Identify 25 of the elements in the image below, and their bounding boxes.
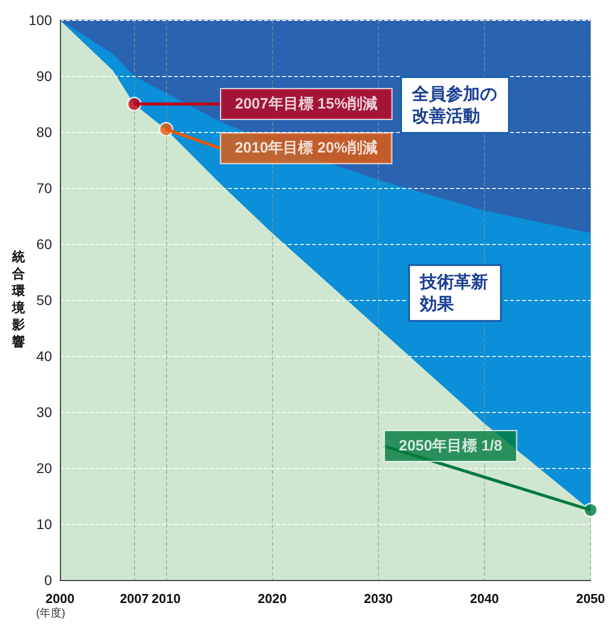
y-tick-label: 0 [44, 572, 52, 588]
annotation: 2050年目標 1/8 [398, 438, 502, 454]
annotation: 2007年目標 15%削減 [234, 96, 378, 112]
y-tick-label: 80 [36, 124, 52, 140]
x-tick-label: 2007 [120, 591, 149, 606]
y-tick-label: 60 [36, 236, 52, 252]
annotation: 技術革新効果 [419, 272, 488, 314]
y-tick-label: 30 [36, 404, 52, 420]
y-tick-label: 20 [36, 460, 52, 476]
annotation: 全員参加の改善活動 [411, 84, 497, 126]
x-tick-label: 2010 [152, 591, 181, 606]
x-tick-label: 2020 [258, 591, 287, 606]
x-tick-label: 2050 [576, 591, 605, 606]
x-tick-label: 2040 [470, 591, 499, 606]
y-tick-label: 10 [36, 516, 52, 532]
y-tick-label: 40 [36, 348, 52, 364]
y-axis-title: 統合環境影響 [11, 249, 26, 349]
x-tick-label: 2030 [364, 591, 393, 606]
y-tick-label: 50 [36, 292, 52, 308]
annotation: 2010年目標 20%削減 [234, 140, 378, 157]
y-tick-label: 90 [36, 68, 52, 84]
x-axis-title: (年度) [36, 606, 66, 620]
y-tick-label: 70 [36, 180, 52, 196]
x-tick-label: 2000 [46, 591, 74, 606]
y-tick-label: 100 [28, 12, 52, 28]
